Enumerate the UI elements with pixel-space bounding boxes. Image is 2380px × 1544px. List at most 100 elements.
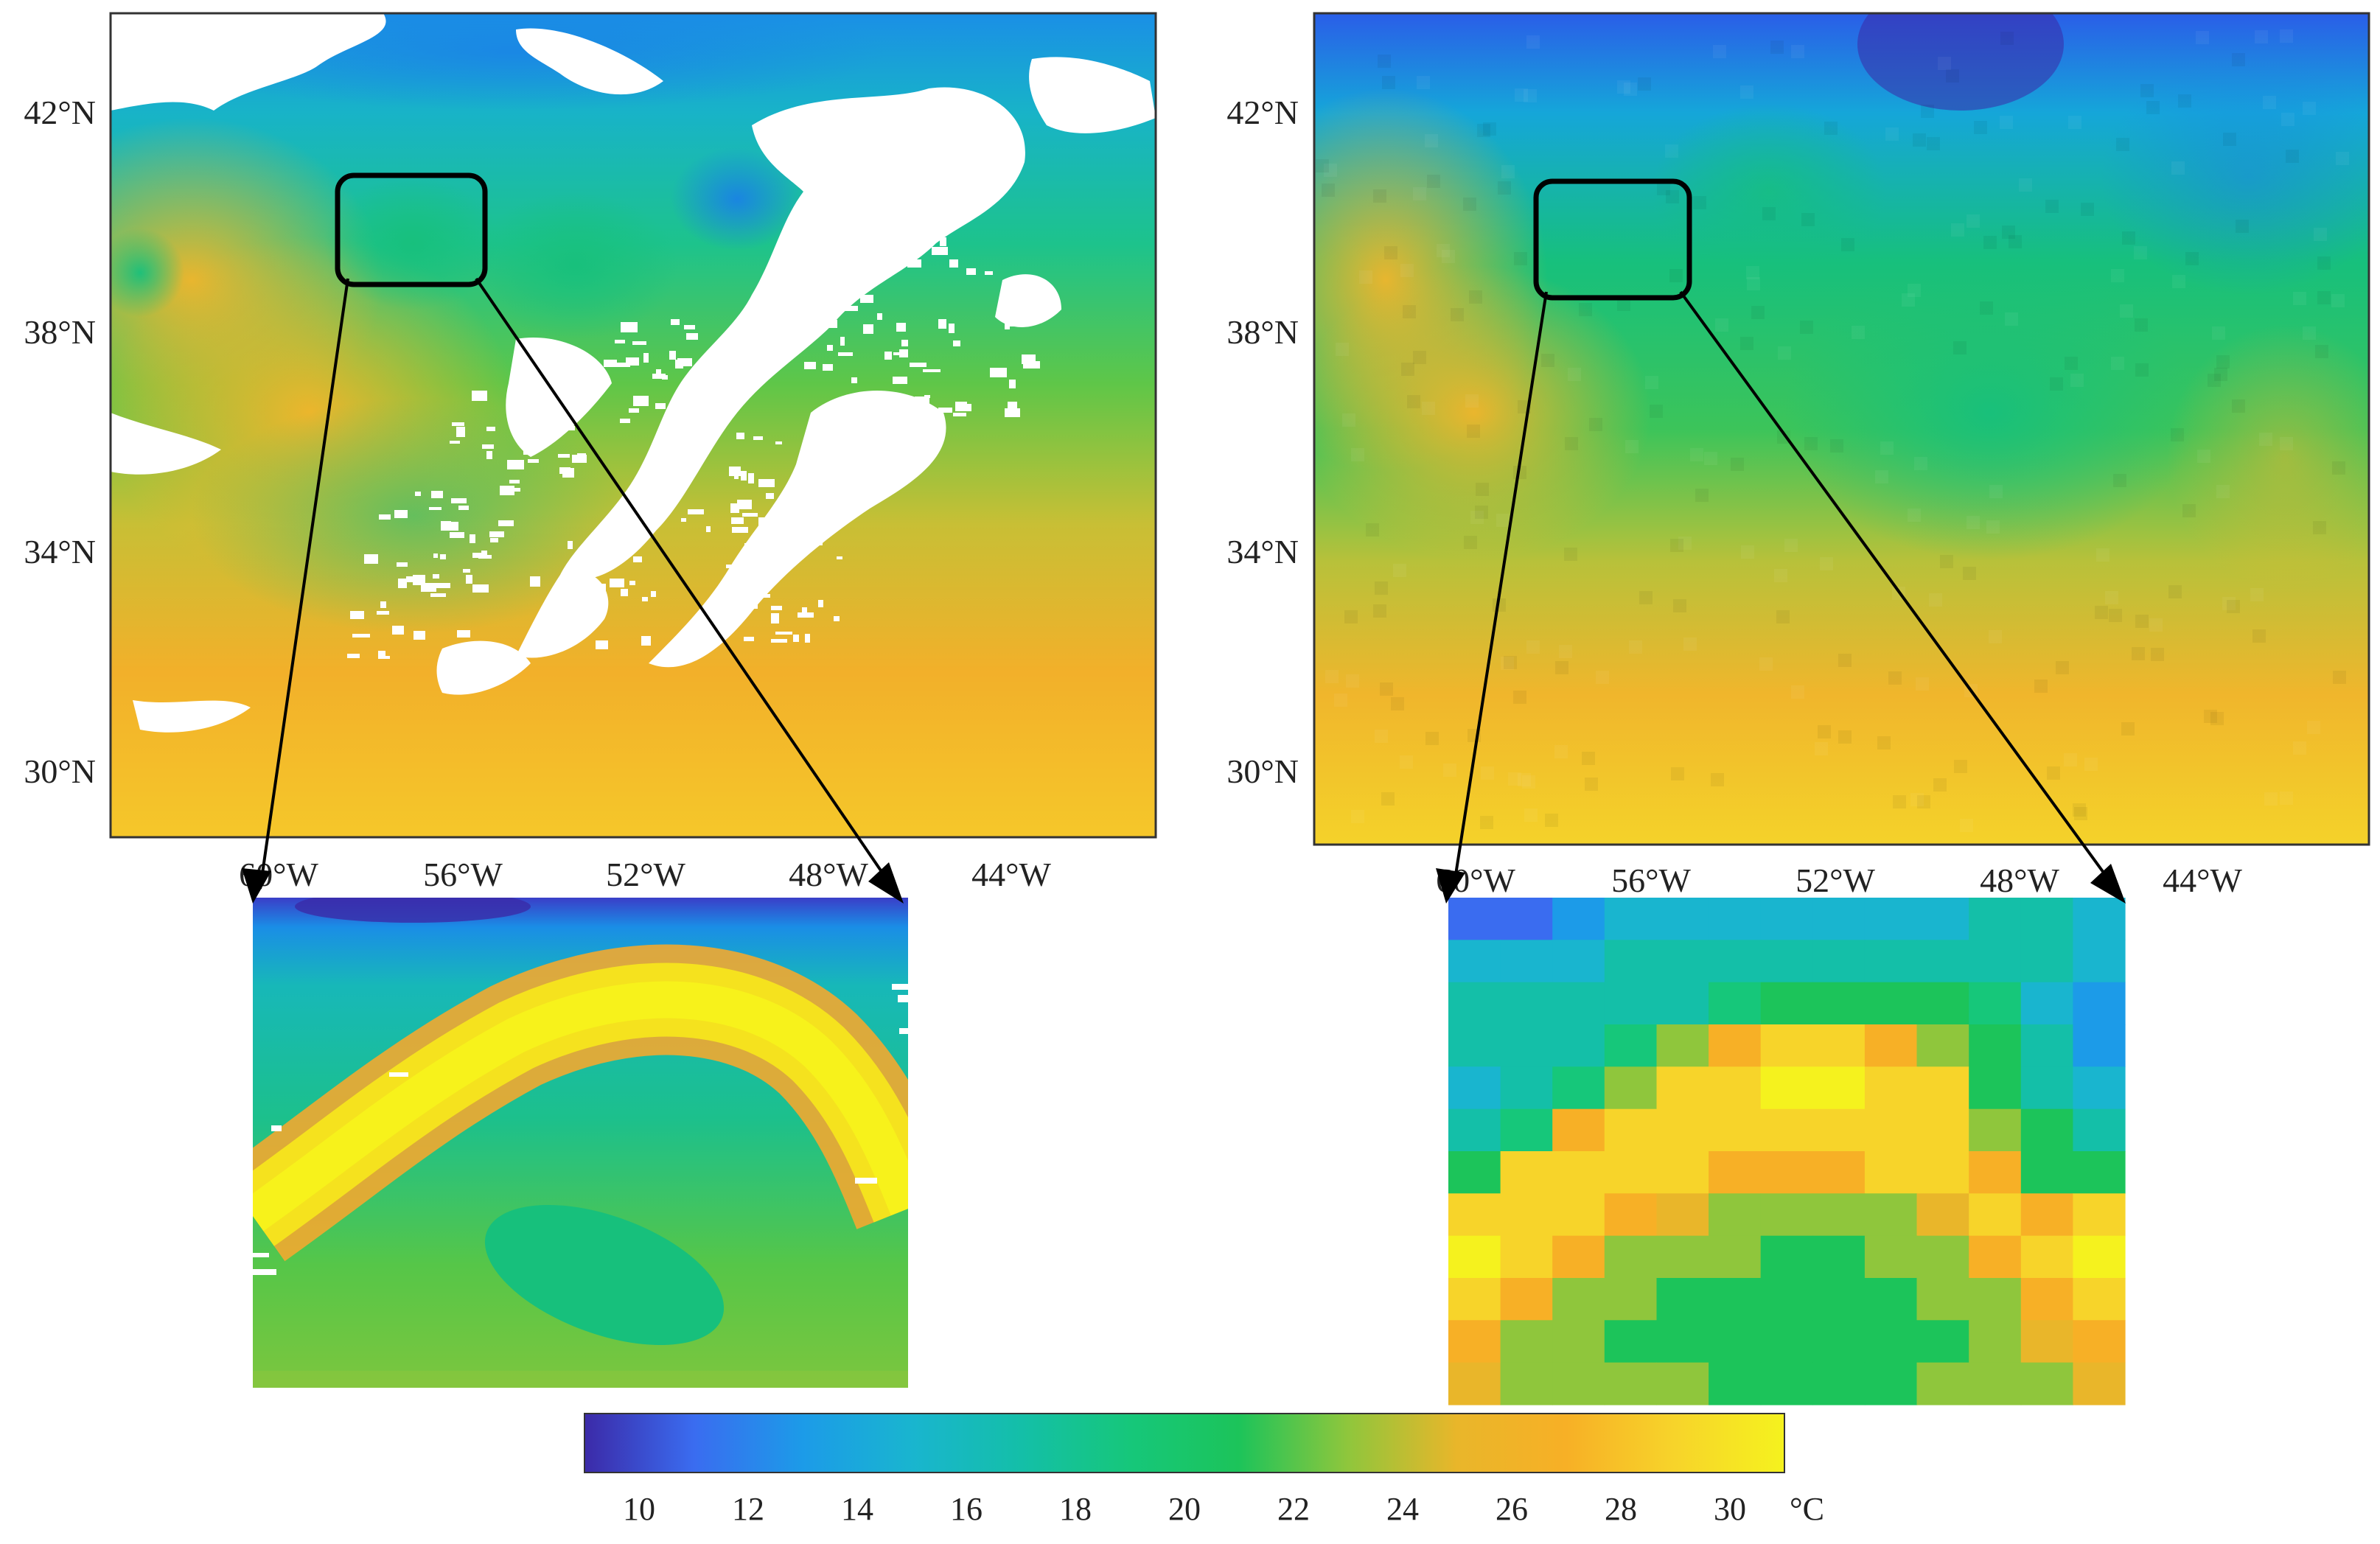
inset-pixel: [1448, 1024, 1501, 1067]
inset-pixel: [1916, 1024, 1969, 1067]
inset-pixel: [1812, 1193, 1866, 1237]
inset-pixel: [1656, 982, 1709, 1025]
inset-pixel: [1552, 982, 1605, 1025]
left-ytick-42n: 42°N: [24, 94, 96, 131]
inset-pixel: [1969, 1108, 2022, 1152]
inset-pixel: [1812, 1108, 1866, 1152]
inset-pixel: [1916, 1278, 1969, 1321]
left-inset: [253, 898, 908, 1388]
inset-pixel: [1760, 1235, 1813, 1279]
inset-pixel: [1656, 1024, 1709, 1067]
inset-pixel: [1864, 1278, 1918, 1321]
inset-pixel: [1760, 1320, 1813, 1363]
inset-pixel: [1969, 1151, 2022, 1194]
inset-pixel: [1760, 1151, 1813, 1194]
colorbar-ticks: 10 12 14 16 18 20 22 24 26 28 30: [623, 1491, 1746, 1527]
inset-pixel: [1656, 1320, 1709, 1363]
inset-pixel: [1864, 1024, 1918, 1067]
inset-pixel: [1709, 898, 1762, 940]
inset-pixel: [1969, 1024, 2022, 1067]
inset-pixel: [1864, 1193, 1918, 1237]
inset-pixel: [2020, 1151, 2073, 1194]
inset-pixel: [1760, 1108, 1813, 1152]
colorbar-tick-26: 26: [1496, 1491, 1528, 1527]
inset-pixel: [1760, 1362, 1813, 1405]
inset-pixel: [1448, 982, 1501, 1025]
colorbar-tick-16: 16: [950, 1491, 983, 1527]
inset-pixel: [1760, 1066, 1813, 1110]
inset-pixel: [1656, 1066, 1709, 1110]
cloud-specks: [347, 170, 1040, 659]
inset-pixel: [1604, 1278, 1657, 1321]
inset-pixel: [2073, 1108, 2126, 1152]
inset-pixel: [1604, 982, 1657, 1025]
inset-pixel: [1656, 1193, 1709, 1237]
inset-pixel: [1916, 898, 1969, 940]
inset-pixel: [1448, 1278, 1501, 1321]
inset-pixel: [1448, 1151, 1501, 1194]
inset-pixel: [1552, 1362, 1605, 1405]
inset-pixel: [1709, 1278, 1762, 1321]
inset-pixel: [1604, 1320, 1657, 1363]
inset-pixel: [1864, 1066, 1918, 1110]
inset-pixel: [1760, 898, 1813, 940]
left-xtick-52w: 52°W: [606, 856, 685, 893]
right-ytick-38n: 38°N: [1226, 313, 1299, 351]
inset-pixel: [1760, 1024, 1813, 1067]
inset-pixel: [1604, 1151, 1657, 1194]
inset-pixel: [1812, 1235, 1866, 1279]
inset-pixel: [1604, 1235, 1657, 1279]
left-ytick-30n: 30°N: [24, 752, 96, 790]
left-ytick-34n: 34°N: [24, 533, 96, 570]
inset-pixel: [2073, 1024, 2126, 1067]
inset-pixel: [1760, 1278, 1813, 1321]
inset-pixel: [2073, 1320, 2126, 1363]
left-ytick-38n: 38°N: [24, 313, 96, 351]
inset-pixel: [1552, 1151, 1605, 1194]
left-arrow-2: [475, 277, 895, 890]
inset-pixel: [1969, 1193, 2022, 1237]
inset-pixel: [1916, 1066, 1969, 1110]
colorbar-tick-18: 18: [1059, 1491, 1092, 1527]
inset-pixel: [1760, 1193, 1813, 1237]
inset-pixel: [1656, 1362, 1709, 1405]
left-xtick-44w: 44°W: [971, 856, 1051, 893]
inset-pixel: [1864, 1108, 1918, 1152]
right-ytick-34n: 34°N: [1226, 533, 1299, 570]
inset-pixel: [1864, 898, 1918, 940]
inset-pixel: [1552, 1278, 1605, 1321]
right-xtick-56w: 56°W: [1611, 862, 1691, 899]
inset-pixel: [1969, 940, 2022, 983]
inset-pixel: [2073, 1278, 2126, 1321]
inset-pixel: [2073, 1151, 2126, 1194]
inset-pixel: [1709, 940, 1762, 983]
inset-pixel: [1604, 1066, 1657, 1110]
colorbar-tick-28: 28: [1605, 1491, 1637, 1527]
inset-pixel: [1864, 1362, 1918, 1405]
inset-pixel: [2073, 982, 2126, 1025]
inset-pixel: [1500, 898, 1553, 940]
right-inset: [1448, 898, 2126, 1405]
left-xtick-48w: 48°W: [789, 856, 868, 893]
inset-pixel: [1448, 1193, 1501, 1237]
inset-pixel: [1969, 1066, 2022, 1110]
inset-pixel: [2020, 1108, 2073, 1152]
inset-pixel: [1500, 1193, 1553, 1237]
left-sst-field: [111, 13, 1156, 837]
inset-pixel: [1604, 1108, 1657, 1152]
inset-pixel: [1812, 1320, 1866, 1363]
inset-pixel: [1864, 1151, 1918, 1194]
inset-pixel: [1500, 1024, 1553, 1067]
inset-pixel: [2020, 898, 2073, 940]
inset-pixel: [1864, 940, 1918, 983]
right-map-panel: 42°N 38°N 34°N 30°N 60°W 56°W 52°W 48°W …: [1226, 12, 2370, 899]
inset-pixel: [1656, 1278, 1709, 1321]
inset-pixel: [2073, 898, 2126, 940]
inset-pixel: [2020, 1362, 2073, 1405]
inset-pixel: [1916, 982, 1969, 1025]
inset-pixel: [1812, 940, 1866, 983]
inset-pixel: [1709, 1066, 1762, 1110]
inset-pixel: [2020, 1278, 2073, 1321]
inset-pixel: [1916, 940, 1969, 983]
colorbar: 10 12 14 16 18 20 22 24 26 28 30 °C: [584, 1413, 1824, 1527]
